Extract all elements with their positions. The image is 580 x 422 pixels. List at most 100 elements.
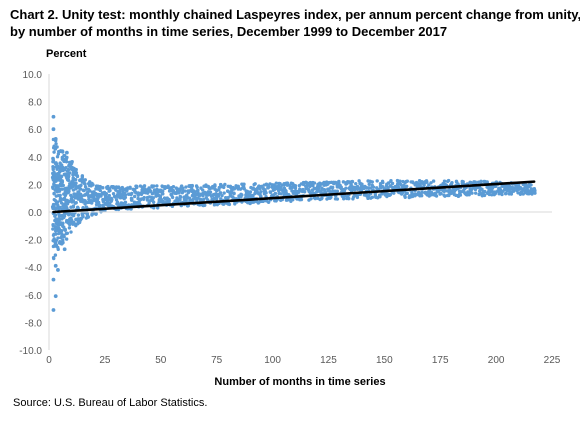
data-point bbox=[404, 179, 408, 184]
data-point bbox=[263, 188, 267, 192]
outlier-point bbox=[53, 263, 58, 268]
outlier-point bbox=[60, 149, 65, 154]
data-point bbox=[53, 214, 57, 218]
data-point bbox=[132, 194, 137, 199]
data-point bbox=[169, 192, 173, 197]
data-point bbox=[108, 188, 112, 193]
data-point bbox=[155, 184, 159, 188]
data-point bbox=[479, 179, 483, 183]
data-point bbox=[132, 187, 136, 192]
data-point bbox=[104, 191, 109, 196]
data-point bbox=[195, 185, 199, 190]
data-point bbox=[220, 193, 224, 198]
data-point bbox=[142, 184, 147, 188]
data-point bbox=[86, 187, 91, 192]
data-point bbox=[122, 191, 127, 196]
data-point bbox=[66, 178, 71, 183]
data-point bbox=[53, 240, 57, 244]
data-point bbox=[83, 182, 87, 186]
data-point bbox=[326, 182, 330, 186]
data-point bbox=[71, 222, 75, 226]
data-point bbox=[449, 182, 454, 186]
data-point bbox=[328, 196, 332, 200]
data-point bbox=[420, 190, 424, 194]
outlier-point bbox=[62, 247, 67, 252]
data-point bbox=[446, 178, 451, 183]
data-point bbox=[285, 181, 290, 186]
data-point bbox=[489, 185, 493, 189]
x-axis-label: Number of months in time series bbox=[214, 376, 385, 388]
data-point bbox=[69, 230, 73, 234]
data-point bbox=[51, 165, 55, 169]
data-point bbox=[71, 176, 75, 180]
x-tick-label: 25 bbox=[99, 355, 111, 366]
data-point bbox=[71, 180, 76, 185]
y-tick-label: -10.0 bbox=[19, 346, 42, 357]
data-point bbox=[295, 197, 299, 201]
data-point bbox=[355, 195, 360, 200]
data-point bbox=[151, 196, 156, 200]
data-point bbox=[458, 193, 463, 197]
data-point bbox=[94, 192, 98, 196]
x-tick-label: 0 bbox=[46, 355, 52, 366]
y-tick-label: 0.0 bbox=[28, 208, 42, 219]
data-point bbox=[77, 194, 82, 198]
data-point bbox=[256, 201, 261, 205]
data-point bbox=[351, 195, 356, 199]
data-point bbox=[55, 155, 60, 159]
data-point bbox=[69, 216, 73, 220]
data-point bbox=[259, 190, 263, 194]
data-point bbox=[67, 199, 71, 204]
data-point bbox=[109, 198, 114, 203]
data-point bbox=[344, 186, 348, 190]
data-point bbox=[74, 181, 78, 185]
data-point bbox=[77, 184, 82, 188]
source-note: Source: U.S. Bureau of Labor Statistics. bbox=[13, 397, 208, 409]
data-point bbox=[98, 188, 103, 193]
data-point bbox=[120, 193, 124, 197]
x-tick-label: 125 bbox=[320, 355, 337, 366]
data-point bbox=[266, 186, 270, 190]
data-point bbox=[183, 189, 187, 193]
data-point bbox=[64, 165, 68, 170]
data-point bbox=[61, 238, 65, 242]
data-point bbox=[335, 189, 340, 193]
data-point bbox=[435, 188, 439, 192]
data-point bbox=[370, 180, 374, 184]
data-point bbox=[54, 232, 58, 236]
data-point bbox=[500, 184, 504, 188]
data-point bbox=[151, 200, 156, 204]
data-point bbox=[507, 183, 511, 188]
data-point bbox=[270, 185, 274, 189]
data-point bbox=[178, 195, 183, 199]
x-tick-label: 200 bbox=[488, 355, 505, 366]
data-point bbox=[366, 196, 370, 201]
data-point bbox=[511, 189, 516, 193]
data-point bbox=[184, 185, 188, 189]
data-point bbox=[145, 198, 150, 202]
data-point bbox=[254, 190, 258, 194]
data-point bbox=[67, 174, 71, 178]
data-point bbox=[362, 186, 366, 191]
data-point bbox=[67, 219, 71, 223]
data-point bbox=[427, 183, 431, 187]
data-point bbox=[297, 190, 301, 194]
data-point bbox=[74, 201, 78, 205]
data-point bbox=[320, 186, 324, 190]
data-point bbox=[390, 181, 395, 186]
data-point bbox=[245, 189, 250, 194]
data-point bbox=[66, 167, 71, 172]
data-point bbox=[97, 204, 102, 208]
data-point bbox=[378, 194, 382, 199]
x-tick-labels: 0 25 50 75 100 125 150 175 200 225 bbox=[46, 355, 561, 366]
data-point bbox=[125, 188, 129, 192]
data-point bbox=[75, 174, 80, 178]
data-point bbox=[76, 213, 81, 217]
data-point bbox=[253, 182, 257, 186]
data-point bbox=[136, 193, 140, 197]
data-point bbox=[185, 204, 190, 208]
data-point bbox=[404, 184, 409, 189]
data-point bbox=[73, 177, 78, 182]
data-point bbox=[299, 197, 304, 202]
data-point bbox=[502, 188, 507, 192]
